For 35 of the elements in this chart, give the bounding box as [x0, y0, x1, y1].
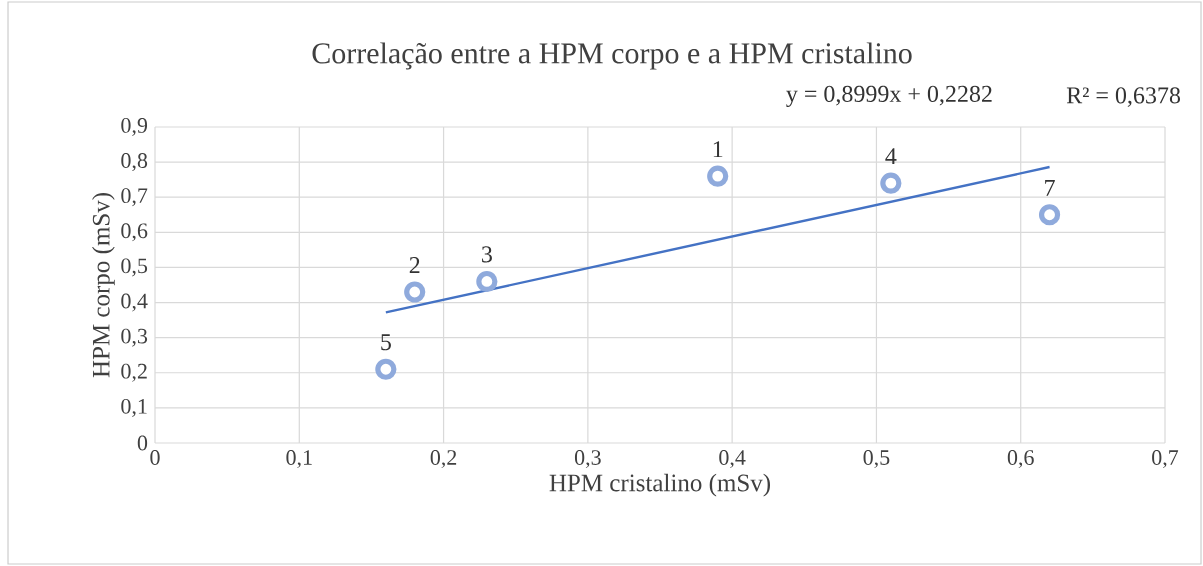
x-tick-label: 0,4: [719, 450, 746, 469]
y-tick-label: 0,6: [121, 223, 148, 242]
annotation: 4: [885, 148, 897, 165]
chart-title: Correlação entre a HPM corpo e a HPM cristalino: [312, 42, 912, 70]
x-tick-label: 0,2: [430, 450, 457, 469]
annotation: 7: [1045, 179, 1055, 196]
annotation: 2: [409, 257, 420, 273]
y-tick-label: 0,2: [121, 363, 147, 382]
point: [1038, 204, 1061, 226]
y-axis-title: HPM corpo (mSv): [92, 193, 115, 378]
x-tick-label: 0,7: [1152, 450, 1179, 469]
point: [375, 358, 397, 380]
x-tick-label: 0,6: [1007, 450, 1034, 469]
y-tick-label: 0,4: [121, 293, 148, 312]
point: [880, 172, 902, 194]
y-tick-label: 0,9: [121, 118, 148, 136]
y-tick-label: 0,5: [121, 258, 148, 277]
annotation: 3: [482, 246, 492, 263]
x-axis-title: HPM cristalino (mSv): [549, 473, 771, 497]
point: [707, 165, 729, 187]
annotation: 5: [381, 334, 391, 351]
x-tick-label: 0,3: [574, 450, 601, 469]
point: [476, 270, 498, 293]
x-tick-label: 0,5: [863, 450, 890, 469]
y-tick-label: 0,8: [121, 153, 148, 172]
y-tick-label: 0,1: [121, 398, 147, 417]
text: y = 0,8999x + 0,2282: [786, 85, 992, 107]
x-tick-label: 0: [150, 450, 160, 465]
point: [404, 281, 426, 303]
text: R² = 0,6378: [1066, 87, 1181, 107]
y-tick-label: 0: [137, 435, 148, 451]
y-tick-label: 0,3: [121, 328, 148, 347]
annotation: 1: [713, 141, 723, 158]
x-tick-label: 0,1: [286, 450, 312, 469]
y-tick-label: 0,7: [121, 188, 148, 207]
